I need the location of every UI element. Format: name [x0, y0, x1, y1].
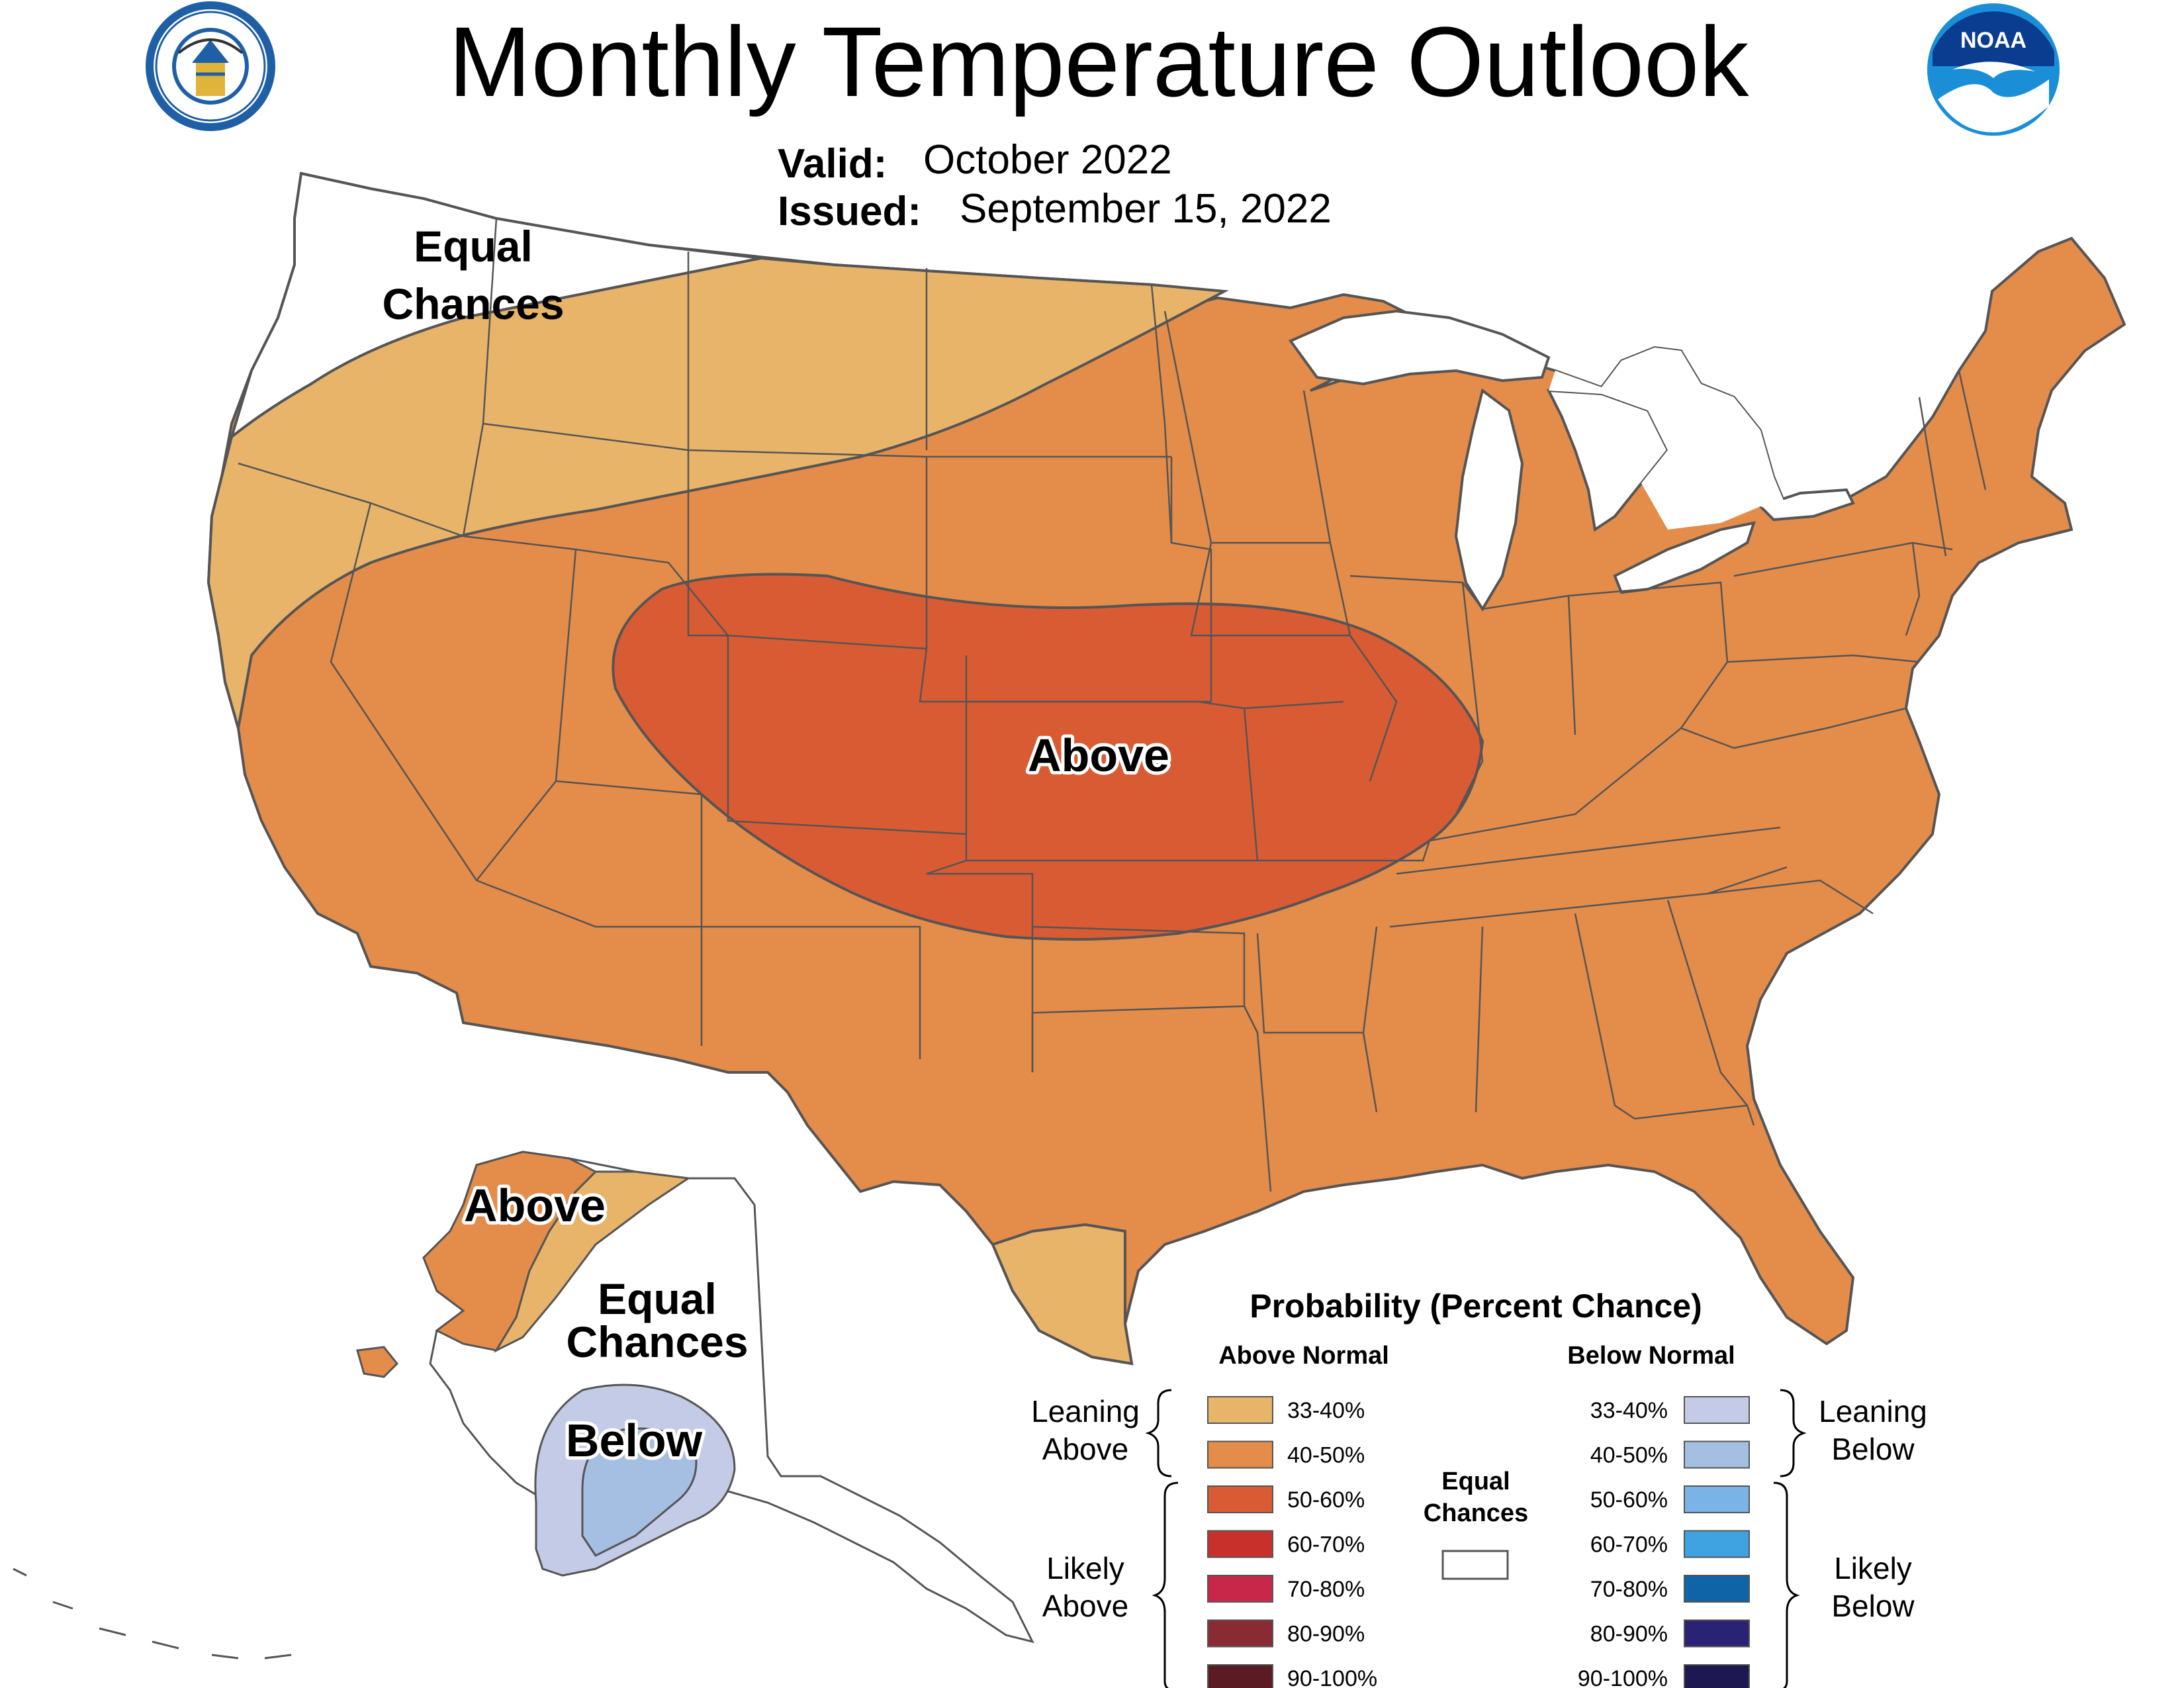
legend-above-range-0: 33-40% — [1287, 1398, 1365, 1423]
legend-above-range-1: 40-50% — [1287, 1443, 1365, 1468]
legend-leaning-below-line1: Leaning — [1819, 1394, 1927, 1429]
canada-ontario — [1549, 348, 1790, 530]
alaska-below-40-50-area — [581, 1427, 698, 1557]
legend-likely-below-line2: Below — [1831, 1589, 1915, 1623]
legend-likely-above-line2: Above — [1042, 1589, 1128, 1623]
issued-value: September 15, 2022 — [960, 186, 1332, 232]
legend-below-swatch-3 — [1684, 1530, 1750, 1558]
conus-equal-chances-label-line2: Chances — [382, 279, 564, 328]
conus-equal-chances-label-line1: Equal — [414, 222, 533, 271]
legend-likely-above-line1: Likely — [1046, 1551, 1124, 1585]
legend-above-swatch-1 — [1207, 1440, 1273, 1469]
legend-above-swatch-4 — [1207, 1575, 1273, 1603]
legend-below-range-6: 90-100% — [1578, 1666, 1668, 1688]
legend-above-range-2: 50-60% — [1287, 1487, 1365, 1513]
legend-above-range-6: 90-100% — [1287, 1666, 1377, 1688]
legend-above-range-5: 80-90% — [1287, 1622, 1365, 1647]
legend-below-swatch-4 — [1684, 1575, 1750, 1603]
valid-value: October 2022 — [923, 137, 1172, 183]
legend-above-header: Above Normal — [1218, 1342, 1389, 1370]
legend-below-range-2: 50-60% — [1590, 1487, 1668, 1513]
legend-equal-chances-line1: Equal — [1441, 1468, 1510, 1495]
state-boundaries — [238, 218, 1987, 1192]
legend-below-swatch-6 — [1684, 1664, 1750, 1688]
legend-brace-likely-above — [1152, 1481, 1179, 1688]
legend-leaning-above-line2: Above — [1042, 1432, 1128, 1466]
legend-above-swatch-2 — [1207, 1485, 1273, 1513]
aleutian-islands — [13, 1568, 292, 1660]
conus-leaning-above-33-40-area — [206, 256, 1229, 729]
legend-above-swatch-3 — [1207, 1530, 1273, 1558]
legend-below-rows: 33-40% 40-50% 50-60% 60-70% 70-80% 80-90% 90-1… — [1578, 1396, 1750, 1688]
alaska-below-label: Below — [566, 1415, 703, 1466]
texas-leaning-above-area — [991, 1223, 1134, 1366]
lake-erie — [1613, 521, 1756, 594]
legend-leaning-below-line2: Below — [1831, 1432, 1915, 1466]
department-of-commerce-seal-icon — [146, 1, 275, 131]
alaska-equal-chances-label-line1: Equal — [598, 1274, 717, 1323]
lake-superior — [1288, 309, 1551, 386]
legend-below-range-0: 33-40% — [1590, 1398, 1668, 1423]
legend-below-swatch-0 — [1684, 1396, 1750, 1424]
alaska-above-label: Above — [464, 1180, 606, 1231]
issued-label: Issued: — [778, 189, 921, 234]
legend-above-swatch-5 — [1207, 1619, 1273, 1648]
legend-below-header: Below Normal — [1567, 1342, 1735, 1370]
legend-below-range-1: 40-50% — [1590, 1443, 1668, 1468]
conus-above-label: Above — [1028, 729, 1169, 781]
legend-leaning-above-line1: Leaning — [1031, 1394, 1140, 1429]
page-title: Monthly Temperature Outlook — [449, 6, 1750, 117]
legend: Probability (Percent Chance) Above Norma… — [1031, 1288, 1927, 1688]
legend-above-rows: 33-40% 40-50% 50-60% 60-70% 70-80% 80-90% 90-1… — [1207, 1396, 1377, 1688]
legend-below-swatch-1 — [1684, 1440, 1750, 1469]
alaska-equal-chances-label-line2: Chances — [566, 1317, 748, 1366]
legend-equal-chances-swatch — [1441, 1550, 1509, 1580]
noaa-logo-text: NOAA — [1960, 28, 2026, 53]
legend-likely-below-line1: Likely — [1834, 1551, 1912, 1585]
legend-equal-chances-line2: Chances — [1424, 1499, 1528, 1527]
legend-above-swatch-6 — [1207, 1664, 1273, 1688]
alaska-leaning-above-area — [494, 1170, 692, 1353]
legend-below-swatch-2 — [1684, 1485, 1750, 1513]
legend-brace-leaning-below — [1780, 1389, 1807, 1477]
noaa-logo-icon: NOAA — [1927, 3, 2060, 136]
legend-below-range-3: 60-70% — [1590, 1532, 1668, 1558]
legend-brace-likely-below — [1773, 1481, 1800, 1688]
legend-above-range-3: 60-70% — [1287, 1532, 1365, 1558]
alaska-island-orange — [356, 1346, 399, 1378]
conus-likely-above-50-60-area — [612, 573, 1484, 941]
valid-label: Valid: — [778, 141, 887, 187]
legend-below-range-5: 80-90% — [1590, 1622, 1668, 1647]
legend-brace-leaning-above — [1145, 1389, 1172, 1477]
legend-above-swatch-0 — [1207, 1396, 1273, 1424]
legend-below-swatch-5 — [1684, 1619, 1750, 1648]
legend-below-range-4: 70-80% — [1590, 1577, 1668, 1602]
legend-above-range-4: 70-80% — [1287, 1577, 1365, 1602]
legend-title: Probability (Percent Chance) — [1250, 1288, 1702, 1325]
